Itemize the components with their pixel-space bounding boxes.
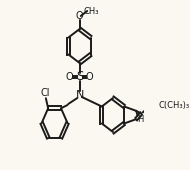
Text: O: O bbox=[76, 11, 83, 21]
Text: N: N bbox=[75, 90, 84, 100]
Text: Cl: Cl bbox=[40, 88, 50, 98]
Text: CH₃: CH₃ bbox=[84, 6, 100, 15]
Text: O: O bbox=[86, 72, 93, 82]
Text: C(CH₃)₃: C(CH₃)₃ bbox=[158, 101, 190, 110]
Text: O: O bbox=[66, 72, 74, 82]
Text: S: S bbox=[76, 71, 83, 83]
Text: H: H bbox=[137, 115, 143, 124]
